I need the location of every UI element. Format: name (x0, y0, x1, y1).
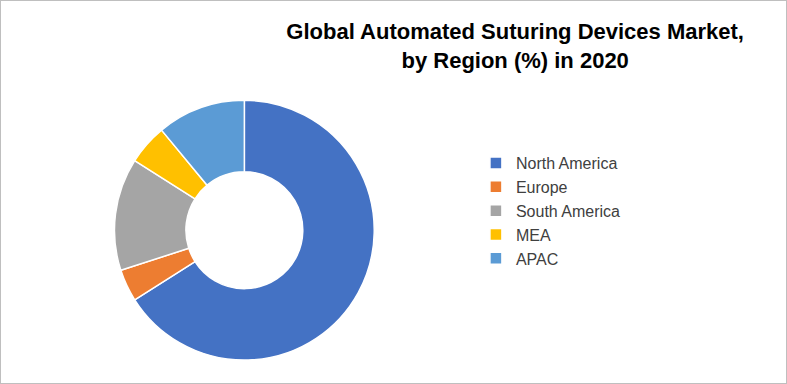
svg-text:APAC: APAC (516, 251, 558, 268)
svg-text:MEA: MEA (516, 227, 551, 244)
svg-text:Global Automated Suturing Devi: Global Automated Suturing Devices Market… (286, 19, 744, 73)
svg-text:North America: North America (516, 155, 617, 172)
svg-text:Europe: Europe (516, 179, 568, 196)
svg-text:South America: South America (516, 203, 620, 220)
